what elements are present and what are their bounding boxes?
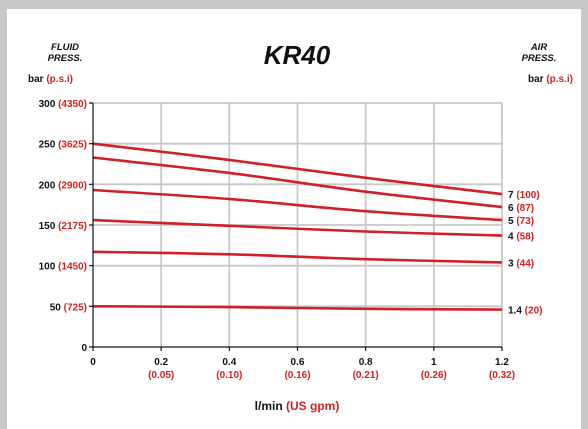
x-tick-alt-label-5: (0.26) <box>421 370 447 381</box>
series-line-2 <box>92 188 503 222</box>
right-axis-header-line1: AIR <box>530 42 548 53</box>
x-tick-alt-label-6: (0.32) <box>489 370 515 381</box>
x-tick-label-3: 0.6 <box>291 357 305 368</box>
series-label-5: 1.4 (20) <box>508 306 542 317</box>
x-tick-label-2: 0.4 <box>222 357 236 368</box>
axes <box>89 102 503 351</box>
series-lines <box>92 142 503 311</box>
chart-title: KR40 <box>264 40 331 70</box>
x-tick-alt-label-3: (0.16) <box>284 370 310 381</box>
y-tick-label-1: 50 (725) <box>50 302 87 313</box>
series-label-2: 5 (73) <box>508 216 534 227</box>
x-tick-label-6: 1.2 <box>495 357 509 368</box>
x-tick-label-1: 0.2 <box>154 357 168 368</box>
series-line-5 <box>92 305 503 311</box>
right-axis-unit: bar (p.s.i) <box>528 74 573 85</box>
series-line-4 <box>92 250 503 264</box>
kr40-pressure-flow-chart: KR40 FLUID PRESS. bar (p.s.i) AIR PRESS.… <box>28 40 573 413</box>
left-axis-header-line2: PRESS. <box>48 53 83 64</box>
series-label-1: 6 (87) <box>508 203 534 214</box>
series-label-3: 4 (58) <box>508 232 534 243</box>
x-tick-labels: 0 0.2 (0.05) 0.4 (0.10) 0.6 (0.16) 0.8 (0.21) 1 (0… <box>90 357 515 381</box>
right-axis-header-line2: PRESS. <box>522 53 557 64</box>
y-tick-labels: 0 50 (725) 100 (1450) 150 (2175) 200 (2900) 2… <box>39 99 88 354</box>
series-line-1 <box>92 156 503 209</box>
x-tick-label-4: 0.8 <box>359 357 373 368</box>
x-tick-alt-label-2: (0.10) <box>216 370 242 381</box>
x-tick-alt-label-1: (0.05) <box>148 370 174 381</box>
chart-frame: KR40 FLUID PRESS. bar (p.s.i) AIR PRESS.… <box>7 9 581 429</box>
left-axis-unit: bar (p.s.i) <box>28 74 73 85</box>
y-tick-label-6: 300 (4350) <box>39 99 87 110</box>
y-tick-label-3: 150 (2175) <box>39 221 87 232</box>
x-tick-label-0: 0 <box>90 357 96 368</box>
y-tick-label-0: 0 <box>81 343 87 354</box>
x-axis-title: l/min (US gpm) <box>255 399 340 413</box>
series-label-4: 3 (44) <box>508 258 534 269</box>
y-tick-label-2: 100 (1450) <box>39 262 87 273</box>
left-axis-header-line1: FLUID <box>51 42 79 53</box>
series-line-0 <box>92 142 503 196</box>
x-tick-alt-label-4: (0.21) <box>353 370 379 381</box>
series-label-0: 7 (100) <box>508 190 540 201</box>
y-tick-label-5: 250 (3625) <box>39 140 87 151</box>
x-tick-label-5: 1 <box>431 357 437 368</box>
y-tick-label-4: 200 (2900) <box>39 180 87 191</box>
series-labels: 7 (100) 6 (87) 5 (73) 4 (58) 3 (44) 1.4 (20) <box>508 190 542 316</box>
series-line-3 <box>92 218 503 237</box>
